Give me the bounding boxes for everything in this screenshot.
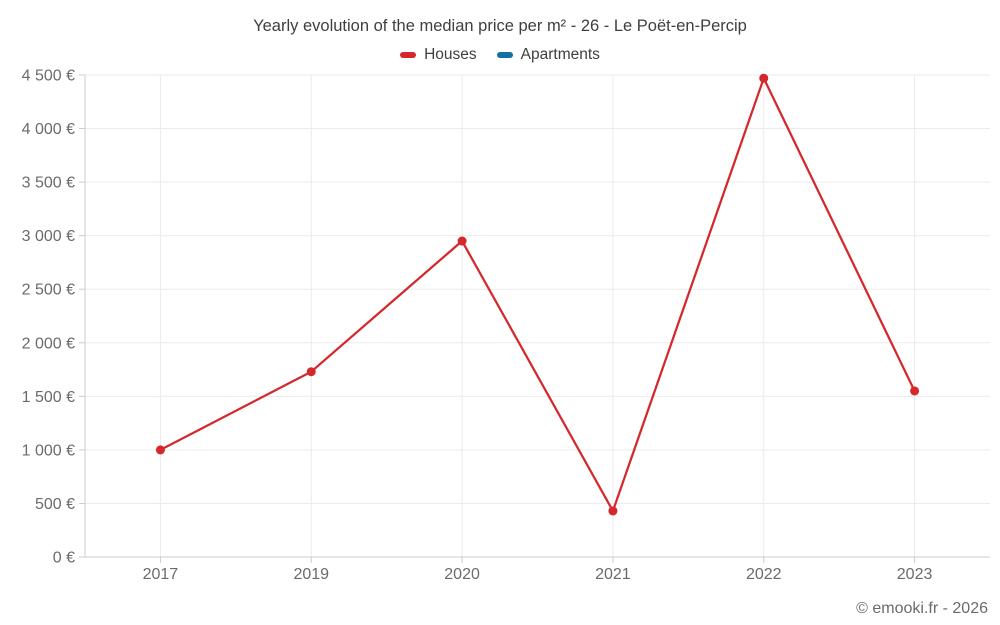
data-point-houses-2022[interactable] xyxy=(759,73,769,83)
data-point-houses-2023[interactable] xyxy=(910,386,920,396)
data-point-houses-2020[interactable] xyxy=(457,236,467,246)
legend: Houses Apartments xyxy=(0,46,1000,64)
y-axis-label: 0 € xyxy=(53,550,75,567)
x-axis-label: 2023 xyxy=(897,566,933,583)
y-axis-label: 2 500 € xyxy=(22,282,75,299)
legend-swatch-houses xyxy=(400,52,417,58)
legend-item-houses[interactable]: Houses xyxy=(400,46,477,64)
y-axis-label: 1 500 € xyxy=(22,389,75,406)
chart-title: Yearly evolution of the median price per… xyxy=(253,17,747,35)
y-axis-label: 1 000 € xyxy=(22,442,75,459)
data-point-houses-2017[interactable] xyxy=(155,445,165,455)
data-point-houses-2021[interactable] xyxy=(608,506,618,516)
y-axis-label: 4 000 € xyxy=(22,121,75,138)
x-axis-label: 2017 xyxy=(143,566,179,583)
y-axis-label: 3 000 € xyxy=(22,228,75,245)
legend-label: Houses xyxy=(424,46,477,63)
data-point-houses-2019[interactable] xyxy=(306,367,316,377)
y-axis-label: 500 € xyxy=(35,496,75,513)
x-axis-label: 2020 xyxy=(444,566,480,583)
x-axis-label: 2021 xyxy=(595,566,631,583)
y-axis-label: 4 500 € xyxy=(22,68,75,85)
series-line-houses xyxy=(159,77,916,513)
x-axis-label: 2022 xyxy=(746,566,782,583)
legend-item-apartments[interactable]: Apartments xyxy=(496,46,600,64)
x-axis-label: 2019 xyxy=(293,566,329,583)
legend-label: Apartments xyxy=(520,46,600,63)
y-axis-label: 3 500 € xyxy=(22,175,75,192)
y-axis-label: 2 000 € xyxy=(22,335,75,352)
legend-swatch-apartments xyxy=(496,52,513,58)
copyright-credit: © emooki.fr - 2026 xyxy=(856,600,988,617)
